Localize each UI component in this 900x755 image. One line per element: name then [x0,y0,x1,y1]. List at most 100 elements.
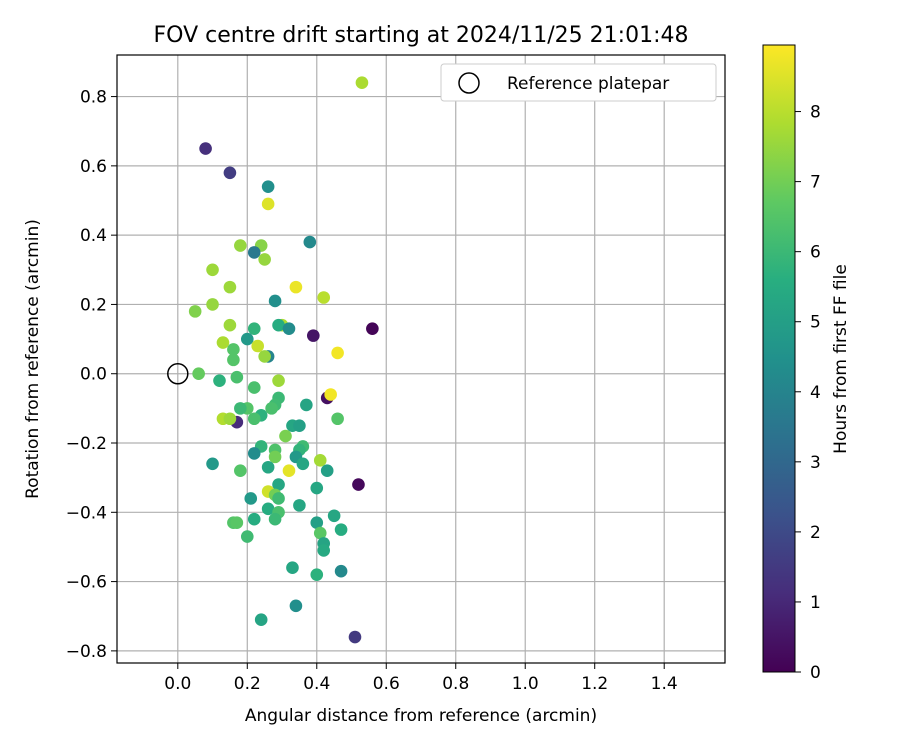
data-point [366,322,379,335]
data-point [327,509,341,523]
y-tick-label: 0.6 [80,157,107,177]
x-tick-label: 0.8 [442,674,469,694]
data-point [234,464,247,478]
data-point [216,336,230,349]
data-point [317,544,331,557]
data-point [286,561,299,575]
data-point [230,370,244,384]
data-point [251,339,265,353]
data-points [188,76,379,644]
data-point [310,481,324,495]
colorbar-ticks: 0 1 2 3 4 5 6 7 8 [795,103,821,683]
data-point [258,253,271,266]
data-point [227,343,240,356]
data-point [261,502,275,516]
x-tick-label: 1.4 [651,674,678,694]
chart-title: FOV centre drift starting at 2024/11/25 … [154,23,689,48]
data-point [206,457,219,471]
data-point [188,305,202,318]
data-point [272,492,285,505]
data-point [261,197,275,211]
data-point [268,294,282,308]
data-point [213,374,226,387]
data-point [289,599,303,613]
data-point [272,374,285,387]
x-tick-label: 0.2 [234,674,261,694]
colorbar-gradient [762,44,796,673]
legend-label: Reference platepar [507,74,669,94]
data-point [254,613,268,626]
y-axis-ticks: −0.8 −0.6 −0.4 −0.2 0.0 0.2 0.4 0.6 0.8 [66,88,117,662]
colorbar-tick-label: 7 [810,173,821,193]
reference-marker [167,362,189,385]
data-point [268,512,282,526]
data-point [348,630,362,644]
data-point [355,76,369,90]
data-point [247,381,261,394]
data-point [317,291,331,304]
data-point [313,526,327,540]
colorbar-tick-label: 2 [810,523,821,543]
data-point [324,388,337,401]
y-tick-label: −0.6 [66,573,107,593]
x-tick-label: 1.0 [512,674,539,694]
data-point [320,464,334,478]
data-point [247,246,261,259]
colorbar-tick-label: 0 [810,663,821,683]
data-point [206,263,219,277]
colorbar-label: Hours from first FF file [831,264,851,454]
data-point [296,457,310,471]
data-point [227,353,240,367]
data-point [352,478,365,491]
data-point [230,516,244,529]
data-point [247,512,261,526]
data-point [272,478,285,491]
data-point [268,450,282,464]
data-point [282,464,296,478]
data-point [313,454,327,467]
data-point [334,564,348,578]
grid-lines [117,55,725,663]
colorbar-tick-label: 8 [810,103,821,123]
x-tick-label: 0.4 [303,674,330,694]
legend: Reference platepar [440,63,717,102]
data-point [282,322,296,335]
legend-reference-marker [458,72,480,94]
x-tick-label: 0.6 [373,674,400,694]
data-point [223,166,237,180]
colorbar: 0 1 2 3 4 5 6 7 8 Hours from first FF file [762,44,851,683]
data-point [331,412,344,426]
y-tick-label: 0.4 [80,226,107,246]
data-point [310,516,324,529]
data-point [240,332,254,346]
data-point [279,429,292,443]
data-point [247,322,261,335]
y-tick-label: 0.8 [80,88,107,108]
x-axis-ticks: 0.0 0.2 0.4 0.6 0.8 1.0 1.2 1.4 [164,663,678,694]
data-point [261,460,275,474]
colorbar-tick-label: 5 [810,313,821,333]
data-point [334,523,348,536]
data-point [293,499,306,512]
data-point [306,329,320,342]
colorbar-tick-label: 4 [810,383,821,403]
data-point [240,530,254,543]
colorbar-tick-label: 1 [810,593,821,613]
x-axis-label: Angular distance from reference (arcmin) [245,706,597,726]
data-point [265,402,278,415]
x-tick-label: 0.0 [164,674,191,694]
data-point [331,346,344,360]
data-point [310,568,324,581]
y-tick-label: 0.2 [80,295,107,315]
data-point [192,367,205,381]
data-point [223,280,237,294]
data-point [247,447,261,460]
reference-platepar-marker [167,362,189,385]
colorbar-tick-label: 3 [810,453,821,473]
data-point [199,142,212,155]
data-point [303,235,317,249]
data-point [300,398,313,412]
data-point [206,298,219,311]
x-tick-label: 1.2 [581,674,608,694]
